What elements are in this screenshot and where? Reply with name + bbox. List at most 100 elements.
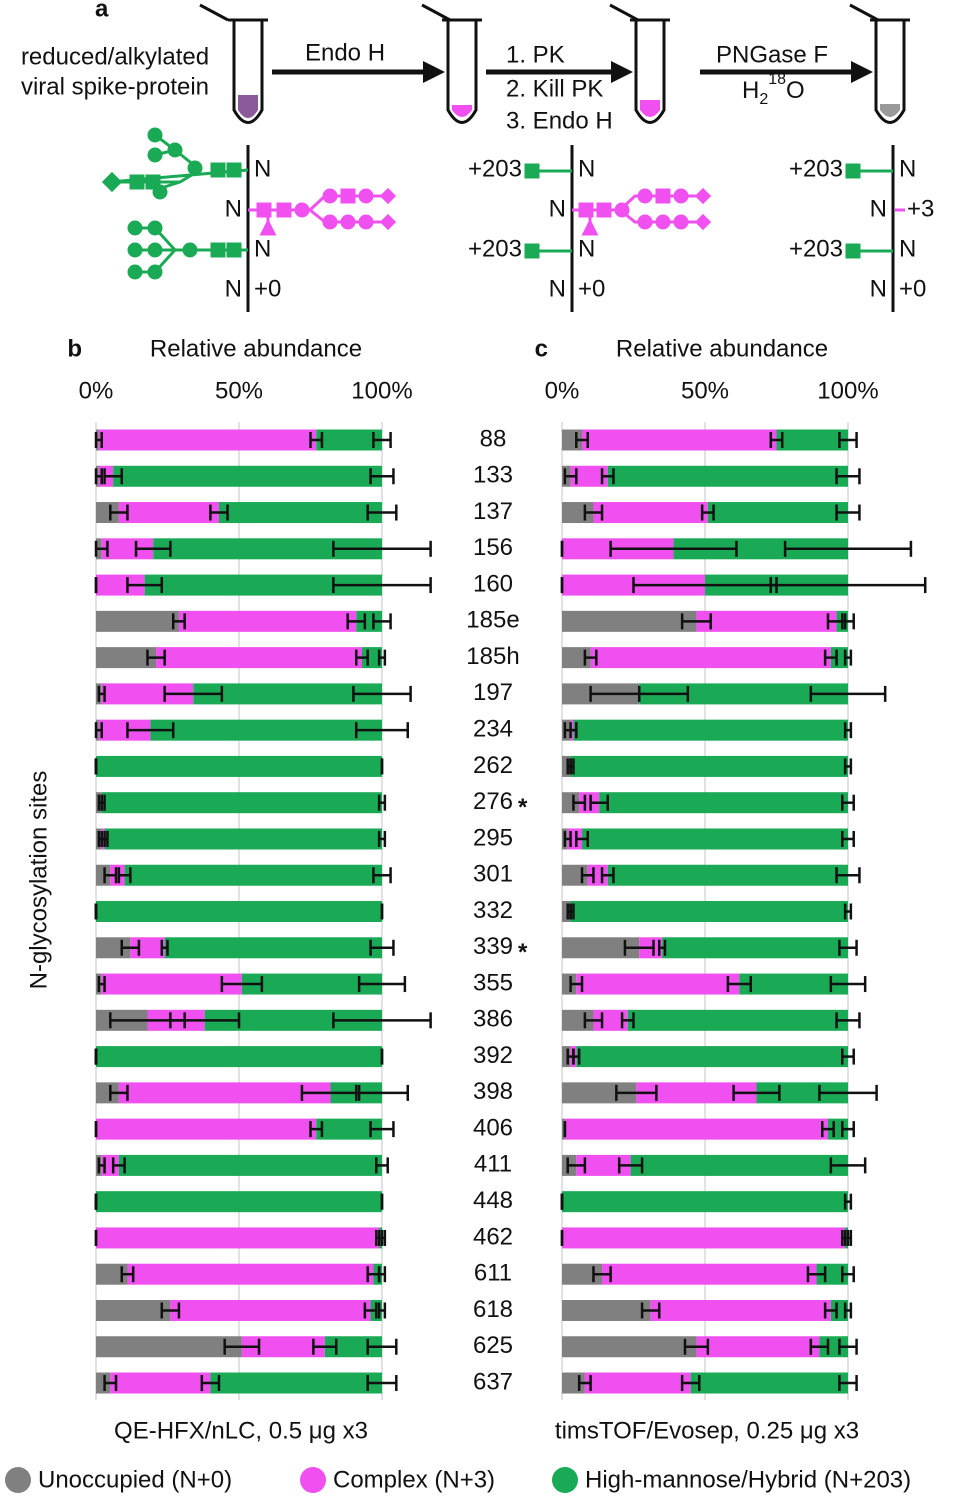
site-label: 332 — [473, 897, 513, 924]
bar-segment — [96, 901, 382, 923]
step-label: Endo H — [305, 39, 385, 66]
error-bar — [97, 685, 106, 702]
error-bar — [809, 1338, 830, 1355]
bar-segment — [564, 1118, 828, 1140]
bar-segment — [101, 538, 154, 560]
error-bar — [592, 1266, 612, 1283]
bar-segment — [570, 901, 848, 923]
x-tick-label: 100% — [351, 377, 412, 404]
bar-segment — [150, 719, 382, 741]
bar-segment — [96, 610, 179, 632]
glycan — [101, 127, 893, 280]
bar-segment — [776, 429, 848, 451]
panel-letter: c — [535, 335, 548, 362]
error-bar — [312, 1338, 338, 1355]
error-bar — [563, 830, 572, 847]
error-bar — [111, 1157, 126, 1174]
site-label: 355 — [473, 969, 513, 996]
error-bar — [609, 540, 738, 557]
site-label: 234 — [473, 716, 513, 743]
error-bar — [163, 685, 224, 702]
error-bar — [583, 504, 604, 521]
error-bar — [600, 867, 615, 884]
error-bar — [843, 1302, 853, 1319]
site-label: 637 — [473, 1368, 513, 1395]
site-label: 197 — [473, 679, 513, 706]
error-bar — [563, 468, 578, 485]
error-bar — [841, 830, 855, 847]
site-label: 611 — [474, 1260, 512, 1287]
residue-label: N — [549, 195, 566, 222]
bar-segment — [662, 937, 848, 959]
error-bar — [109, 504, 129, 521]
error-bar — [583, 649, 598, 666]
bar-segment — [562, 610, 697, 632]
error-bar — [103, 1375, 118, 1392]
error-bar — [823, 649, 838, 666]
error-bar — [375, 1157, 389, 1174]
bar-segment — [101, 1154, 119, 1176]
bar-segment — [593, 502, 708, 524]
mod-label: +203 — [468, 235, 522, 262]
bar-segment — [96, 1336, 242, 1358]
water-label: H218O — [742, 71, 805, 108]
error-bar — [726, 976, 753, 993]
error-bar — [835, 504, 861, 521]
residue-label: N — [254, 235, 271, 262]
bar-segment — [118, 502, 219, 524]
error-bar — [220, 976, 264, 993]
bar-segment — [156, 647, 362, 669]
error-bar — [377, 1302, 387, 1319]
mod-label: +203 — [789, 235, 843, 262]
legend-label: High-mannose/Hybrid (N+203) — [585, 1466, 911, 1493]
bar-segment — [562, 937, 640, 959]
error-bar — [126, 577, 164, 594]
bar-segment — [153, 538, 382, 560]
site-label: 156 — [473, 534, 513, 561]
bar-segment — [96, 1046, 382, 1068]
error-bar — [821, 1121, 835, 1138]
bar-segment — [562, 792, 580, 814]
error-bar — [372, 867, 392, 884]
bar-segment — [607, 864, 848, 886]
error-bar — [309, 1121, 324, 1138]
site-label: 386 — [473, 1006, 513, 1033]
site-label: 88 — [480, 425, 507, 452]
footer-label: timsTOF/Evosep, 0.25 μg x3 — [555, 1417, 859, 1444]
error-bar — [600, 468, 615, 485]
glycan — [248, 187, 712, 236]
bar-segment — [164, 937, 382, 959]
error-bar — [377, 830, 387, 847]
water-sup: 18 — [768, 71, 786, 88]
error-bar — [823, 1302, 838, 1319]
mod-label: +0 — [254, 275, 281, 302]
x-tick-label: 0% — [79, 377, 114, 404]
residue-label: N — [254, 155, 271, 182]
site-label: 411 — [474, 1151, 512, 1178]
bar-segment — [101, 792, 382, 814]
bar-segment — [562, 1191, 848, 1213]
error-bar — [366, 1338, 398, 1355]
error-bar — [372, 432, 392, 448]
bar-segment — [636, 1082, 757, 1104]
bar-segment — [570, 465, 608, 487]
error-bar — [575, 830, 589, 847]
residue-label: N — [899, 155, 916, 182]
error-bar — [829, 976, 867, 993]
error-bar — [783, 540, 913, 557]
error-bar — [366, 1375, 398, 1392]
water-tail: O — [786, 77, 805, 104]
site-label: 398 — [473, 1078, 513, 1105]
bar-segment — [602, 1263, 817, 1285]
peptide-lines — [246, 145, 895, 312]
error-bar — [377, 794, 387, 811]
error-bar — [769, 432, 784, 448]
error-bar — [577, 1375, 592, 1392]
error-bar — [97, 1157, 106, 1174]
bar-segment — [573, 719, 848, 741]
tube-liquid — [238, 95, 900, 118]
bar-segment — [193, 683, 382, 705]
bar-segment — [562, 647, 591, 669]
site-label: 133 — [473, 462, 513, 489]
error-bar — [355, 722, 409, 739]
